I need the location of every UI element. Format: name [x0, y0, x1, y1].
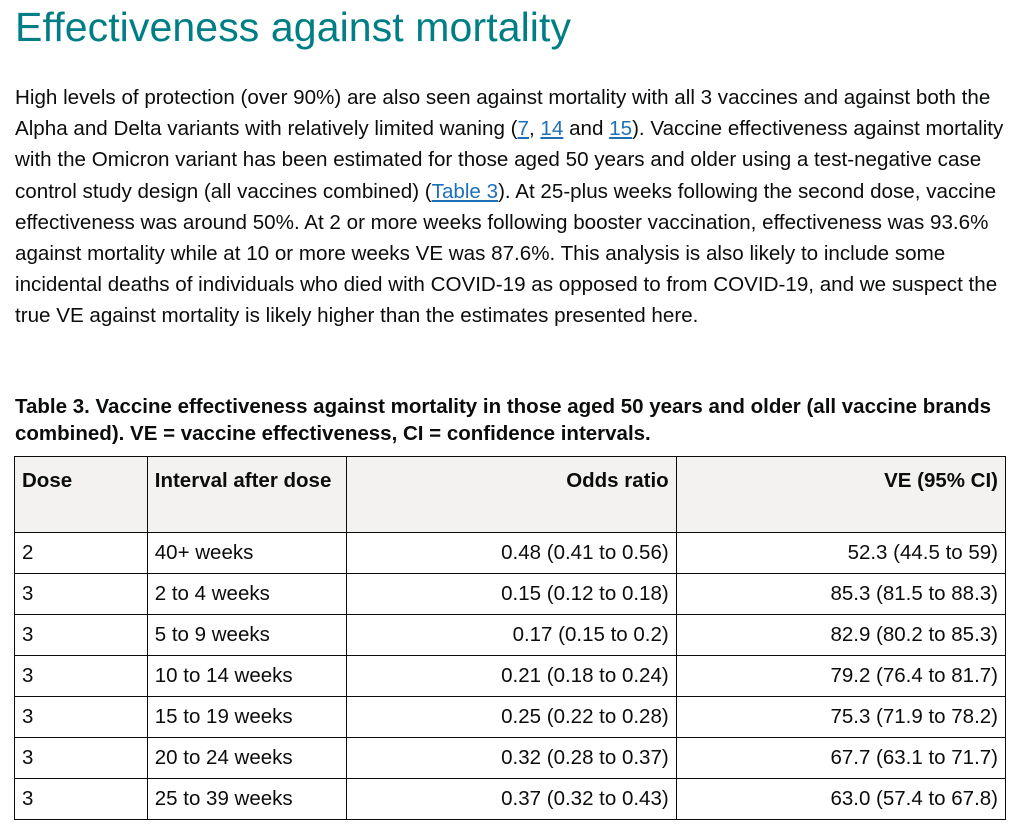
cell-dose: 3: [14, 737, 148, 779]
reference-link-15[interactable]: 15: [609, 117, 633, 141]
cell-dose: 2: [14, 532, 148, 574]
cell-odds-ratio: 0.21 (0.18 to 0.24): [346, 655, 677, 697]
table-row: 3 5 to 9 weeks 0.17 (0.15 to 0.2) 82.9 (…: [14, 614, 1007, 656]
cell-interval: 10 to 14 weeks: [146, 655, 348, 697]
table-3-link[interactable]: Table 3: [431, 179, 499, 203]
cell-odds-ratio: 0.48 (0.41 to 0.56): [346, 532, 677, 574]
cell-odds-ratio: 0.37 (0.32 to 0.43): [346, 778, 677, 820]
cell-odds-ratio: 0.17 (0.15 to 0.2): [346, 614, 677, 656]
cell-interval: 20 to 24 weeks: [146, 737, 348, 779]
paragraph-text-5: ). At 25-plus weeks following the second…: [15, 179, 998, 328]
cell-ve: 82.9 (80.2 to 85.3): [675, 614, 1007, 656]
cell-odds-ratio: 0.15 (0.12 to 0.18): [346, 573, 677, 615]
mortality-table: Dose Interval after dose Odds ratio VE (…: [14, 456, 1007, 820]
cell-ve: 85.3 (81.5 to 88.3): [675, 573, 1007, 615]
cell-ve: 75.3 (71.9 to 78.2): [675, 696, 1007, 738]
cell-dose: 3: [14, 696, 148, 738]
paragraph-text-4: ). Vaccine effectiveness against mortali…: [15, 117, 1004, 203]
cell-dose: 3: [14, 614, 148, 656]
table-row: 2 40+ weeks 0.48 (0.41 to 0.56) 52.3 (44…: [14, 532, 1007, 574]
reference-link-7[interactable]: 7: [517, 117, 529, 141]
cell-ve: 52.3 (44.5 to 59): [675, 532, 1007, 574]
section-heading: Effectiveness against mortality: [15, 4, 572, 50]
paragraph-text-1: High levels of protection (over 90%) are…: [15, 86, 991, 141]
cell-ve: 63.0 (57.4 to 67.8): [675, 778, 1007, 820]
table-row: 3 2 to 4 weeks 0.15 (0.12 to 0.18) 85.3 …: [14, 573, 1007, 615]
cell-odds-ratio: 0.25 (0.22 to 0.28): [346, 696, 677, 738]
table-row: 3 15 to 19 weeks 0.25 (0.22 to 0.28) 75.…: [14, 696, 1007, 738]
reference-link-14[interactable]: 14: [540, 117, 564, 141]
cell-odds-ratio: 0.32 (0.28 to 0.37): [346, 737, 677, 779]
table-row: 3 20 to 24 weeks 0.32 (0.28 to 0.37) 67.…: [14, 737, 1007, 779]
cell-interval: 25 to 39 weeks: [146, 778, 348, 820]
header-ve: VE (95% CI): [675, 456, 1007, 533]
cell-ve: 67.7 (63.1 to 71.7): [675, 737, 1007, 779]
cell-dose: 3: [14, 573, 148, 615]
header-odds-ratio: Odds ratio: [346, 456, 677, 533]
paragraph-text-3: and: [563, 117, 610, 141]
cell-interval: 15 to 19 weeks: [146, 696, 348, 738]
table-row: 3 10 to 14 weeks 0.21 (0.18 to 0.24) 79.…: [14, 655, 1007, 697]
header-dose: Dose: [14, 456, 148, 533]
header-interval: Interval after dose: [146, 456, 348, 533]
table-row: 3 25 to 39 weeks 0.37 (0.32 to 0.43) 63.…: [14, 778, 1007, 820]
cell-interval: 2 to 4 weeks: [146, 573, 348, 615]
cell-interval: 40+ weeks: [146, 532, 348, 574]
table-header-row: Dose Interval after dose Odds ratio VE (…: [14, 456, 1007, 533]
cell-interval: 5 to 9 weeks: [146, 614, 348, 656]
cell-dose: 3: [14, 778, 148, 820]
table-caption: Table 3. Vaccine effectiveness against m…: [15, 395, 992, 445]
cell-ve: 79.2 (76.4 to 81.7): [675, 655, 1007, 697]
cell-dose: 3: [14, 655, 148, 697]
body-paragraph: High levels of protection (over 90%) are…: [15, 82, 1005, 332]
paragraph-text-2: ,: [528, 117, 541, 141]
